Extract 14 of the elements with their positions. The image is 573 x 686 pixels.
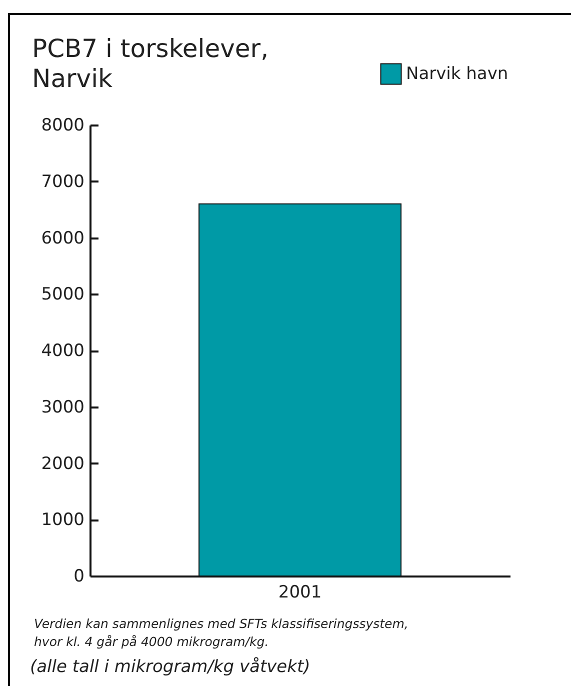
y-tick-label: 2000 xyxy=(41,454,84,474)
y-tick-label: 6000 xyxy=(41,228,84,248)
y-tick-label: 5000 xyxy=(41,284,84,305)
y-tick-label: 7000 xyxy=(41,172,84,192)
y-tick-label: 8000 xyxy=(41,116,84,136)
y-tick-label: 4000 xyxy=(41,341,84,361)
chart-title: PCB7 i torskelever, Narvik xyxy=(32,34,270,94)
text: Verdien kan sammenlignes med SFTs klassifiseringssystem, hvor kl. 4 går på 4000 mikrogram/kg. xyxy=(34,615,410,651)
y-tick-label: 3000 xyxy=(41,397,84,418)
text: (alle tall i mikrogram/kg våtvekt) xyxy=(30,657,310,677)
y-tick-label: 0 xyxy=(74,566,84,586)
legend-label: Narvik havn xyxy=(406,64,508,84)
y-tick-label: 1000 xyxy=(41,510,84,530)
x-tick-label: 2001 xyxy=(278,582,322,602)
